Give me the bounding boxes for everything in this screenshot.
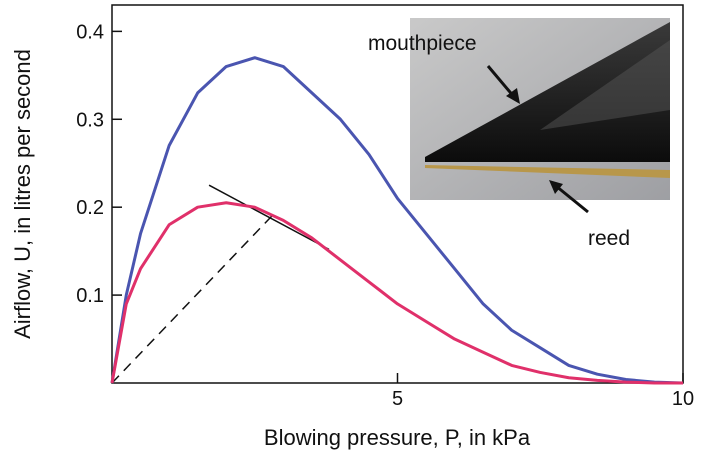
series-line [110, 201, 683, 385]
y-axis-label: Airflow, U, in litres per second [10, 49, 35, 339]
arrow [555, 184, 589, 214]
arrow [486, 65, 517, 99]
x-tick-label: 5 [392, 388, 403, 410]
reference-line [208, 184, 330, 251]
arrow-head [549, 180, 563, 194]
x-axis-label: Blowing pressure, P, in kPa [264, 425, 531, 450]
y-tick-label: 0.1 [76, 285, 104, 307]
inset-photo [410, 18, 670, 200]
arrow-head [506, 88, 520, 104]
series-line [110, 56, 684, 385]
reference-line [111, 215, 273, 384]
y-tick-label: 0.2 [76, 197, 104, 219]
annotation: reed [588, 227, 630, 250]
x-tick-label: 10 [672, 388, 694, 410]
y-tick-label: 0.4 [76, 21, 104, 43]
annotation: mouthpiece [368, 32, 477, 55]
y-tick-label: 0.3 [76, 109, 104, 131]
